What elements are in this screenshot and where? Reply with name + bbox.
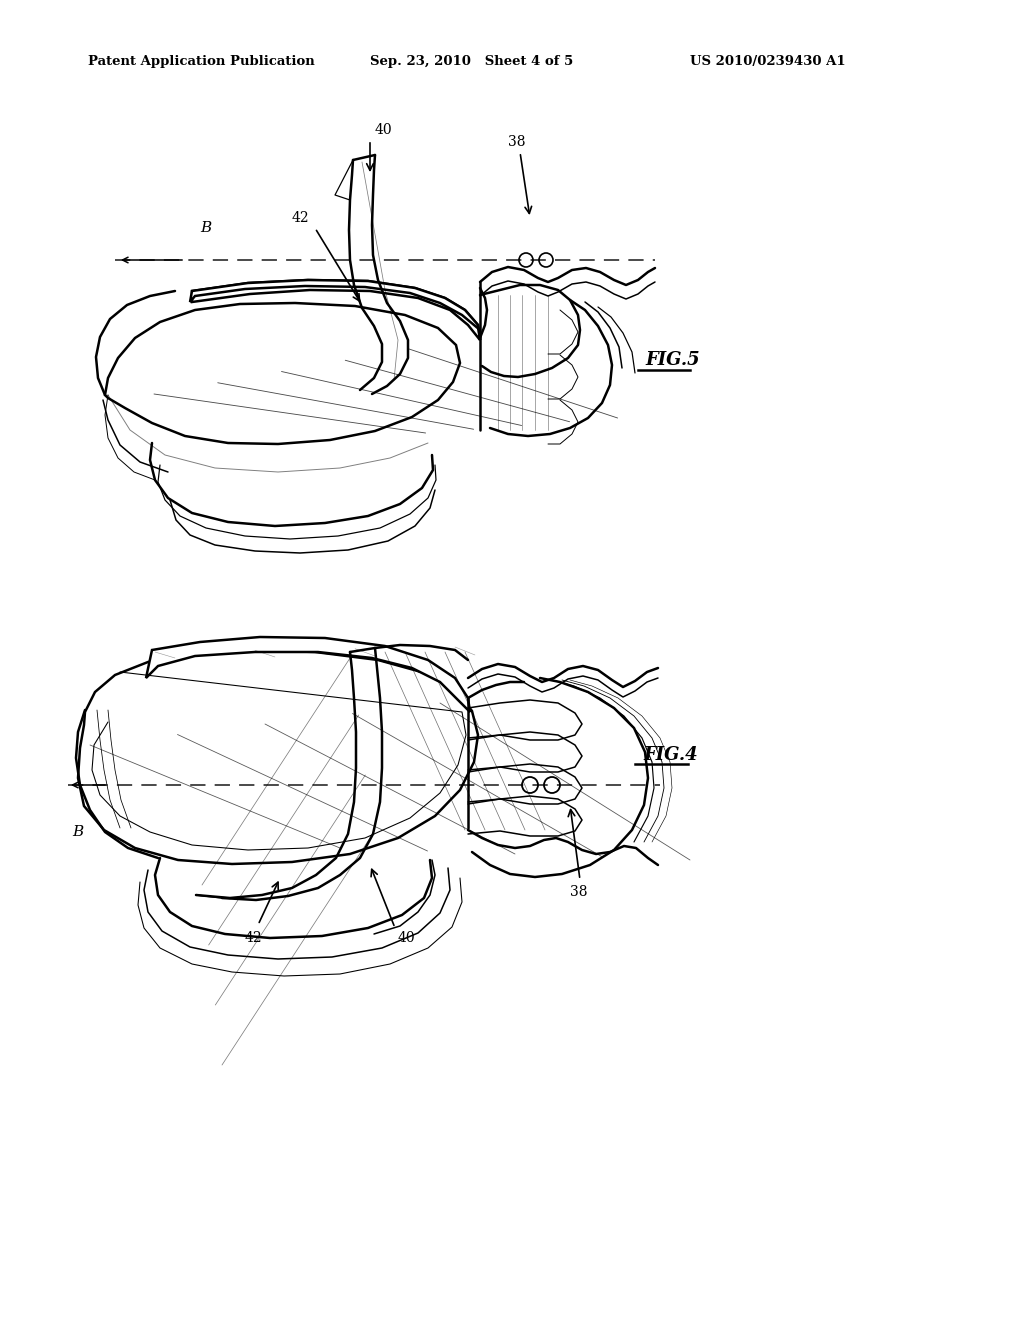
- Text: Patent Application Publication: Patent Application Publication: [88, 55, 314, 69]
- Text: 40: 40: [375, 123, 392, 137]
- Text: Sep. 23, 2010   Sheet 4 of 5: Sep. 23, 2010 Sheet 4 of 5: [370, 55, 573, 69]
- Text: 42: 42: [245, 931, 262, 945]
- Text: FIG.4: FIG.4: [643, 746, 697, 764]
- Text: FIG.5: FIG.5: [645, 351, 699, 370]
- Polygon shape: [78, 649, 478, 865]
- Text: US 2010/0239430 A1: US 2010/0239430 A1: [690, 55, 846, 69]
- Text: 38: 38: [508, 135, 525, 149]
- Text: 40: 40: [398, 931, 416, 945]
- Polygon shape: [190, 280, 480, 341]
- Text: 42: 42: [292, 211, 309, 224]
- Text: 38: 38: [570, 884, 588, 899]
- Text: B: B: [200, 220, 211, 235]
- Polygon shape: [105, 304, 460, 444]
- Polygon shape: [193, 280, 480, 341]
- Text: B: B: [72, 825, 83, 840]
- Polygon shape: [146, 638, 470, 711]
